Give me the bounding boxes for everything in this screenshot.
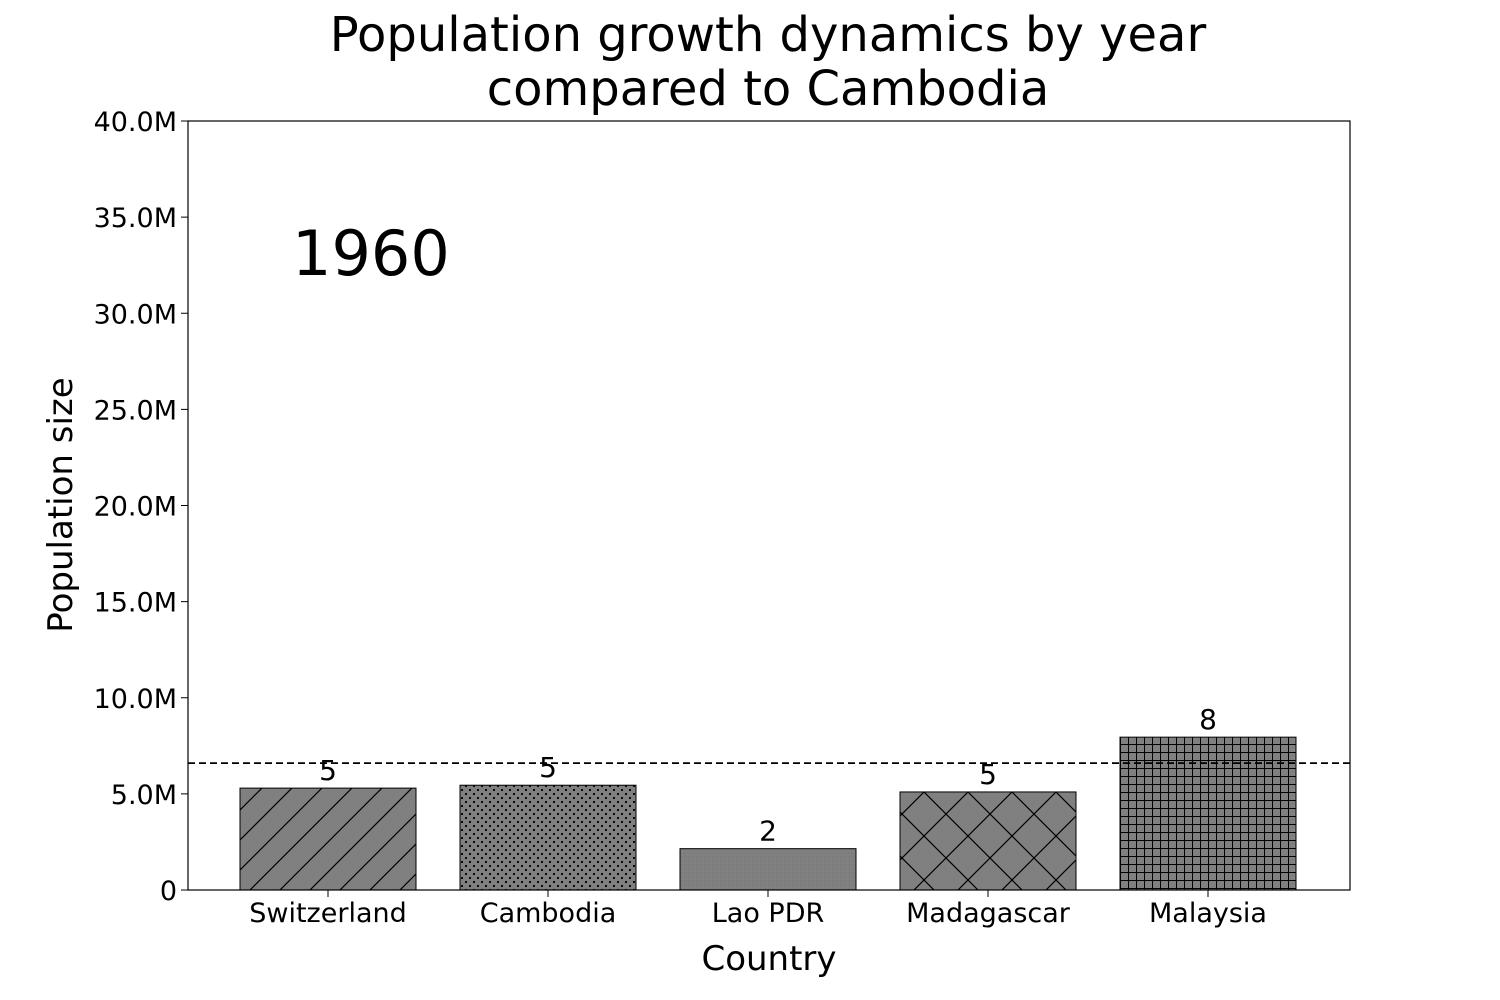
y-tick-label: 30.0M bbox=[94, 299, 177, 330]
x-tick-label: Madagascar bbox=[906, 898, 1071, 929]
bar-lao-pdr bbox=[679, 848, 857, 891]
year-label: 1960 bbox=[292, 217, 450, 290]
chart-title: Population growth dynamics by year compa… bbox=[0, 8, 1500, 116]
y-tick-label: 20.0M bbox=[94, 492, 177, 523]
x-tick-label: Cambodia bbox=[480, 898, 617, 929]
bar-value-label: 5 bbox=[319, 754, 337, 787]
chart-title-line-2: compared to Cambodia bbox=[486, 61, 1050, 117]
bars-group: 5 5 2 5 8 bbox=[188, 703, 1350, 891]
x-tick-label: Switzerland bbox=[249, 898, 407, 929]
x-tick-label: Lao PDR bbox=[712, 898, 825, 929]
y-tick-label: 25.0M bbox=[94, 395, 177, 426]
bar-value-label: 5 bbox=[979, 758, 997, 791]
bar-malaysia bbox=[1119, 736, 1297, 891]
y-tick-label: 0 bbox=[160, 876, 177, 907]
x-tick-label: Malaysia bbox=[1149, 898, 1267, 929]
bar-value-label: 2 bbox=[759, 815, 777, 848]
y-tick-label: 35.0M bbox=[94, 203, 177, 234]
bar-value-label: 5 bbox=[539, 751, 557, 784]
y-tick-label: 10.0M bbox=[94, 684, 177, 715]
bar-cambodia bbox=[459, 784, 637, 891]
y-tick-label: 5.0M bbox=[111, 780, 177, 811]
x-axis-label: Country bbox=[701, 939, 836, 979]
y-tick-label: 15.0M bbox=[94, 588, 177, 619]
bar-madagascar bbox=[899, 791, 1077, 891]
y-tick-label: 40.0M bbox=[94, 107, 177, 138]
y-axis-label: Population size bbox=[41, 377, 81, 632]
bar-value-label: 8 bbox=[1199, 703, 1217, 736]
axes-group: Switzerland Cambodia Lao PDR Madagascar Mala… bbox=[94, 107, 1351, 929]
bar-switzerland bbox=[239, 787, 417, 891]
chart-title-line-1: Population growth dynamics by year bbox=[329, 7, 1207, 63]
